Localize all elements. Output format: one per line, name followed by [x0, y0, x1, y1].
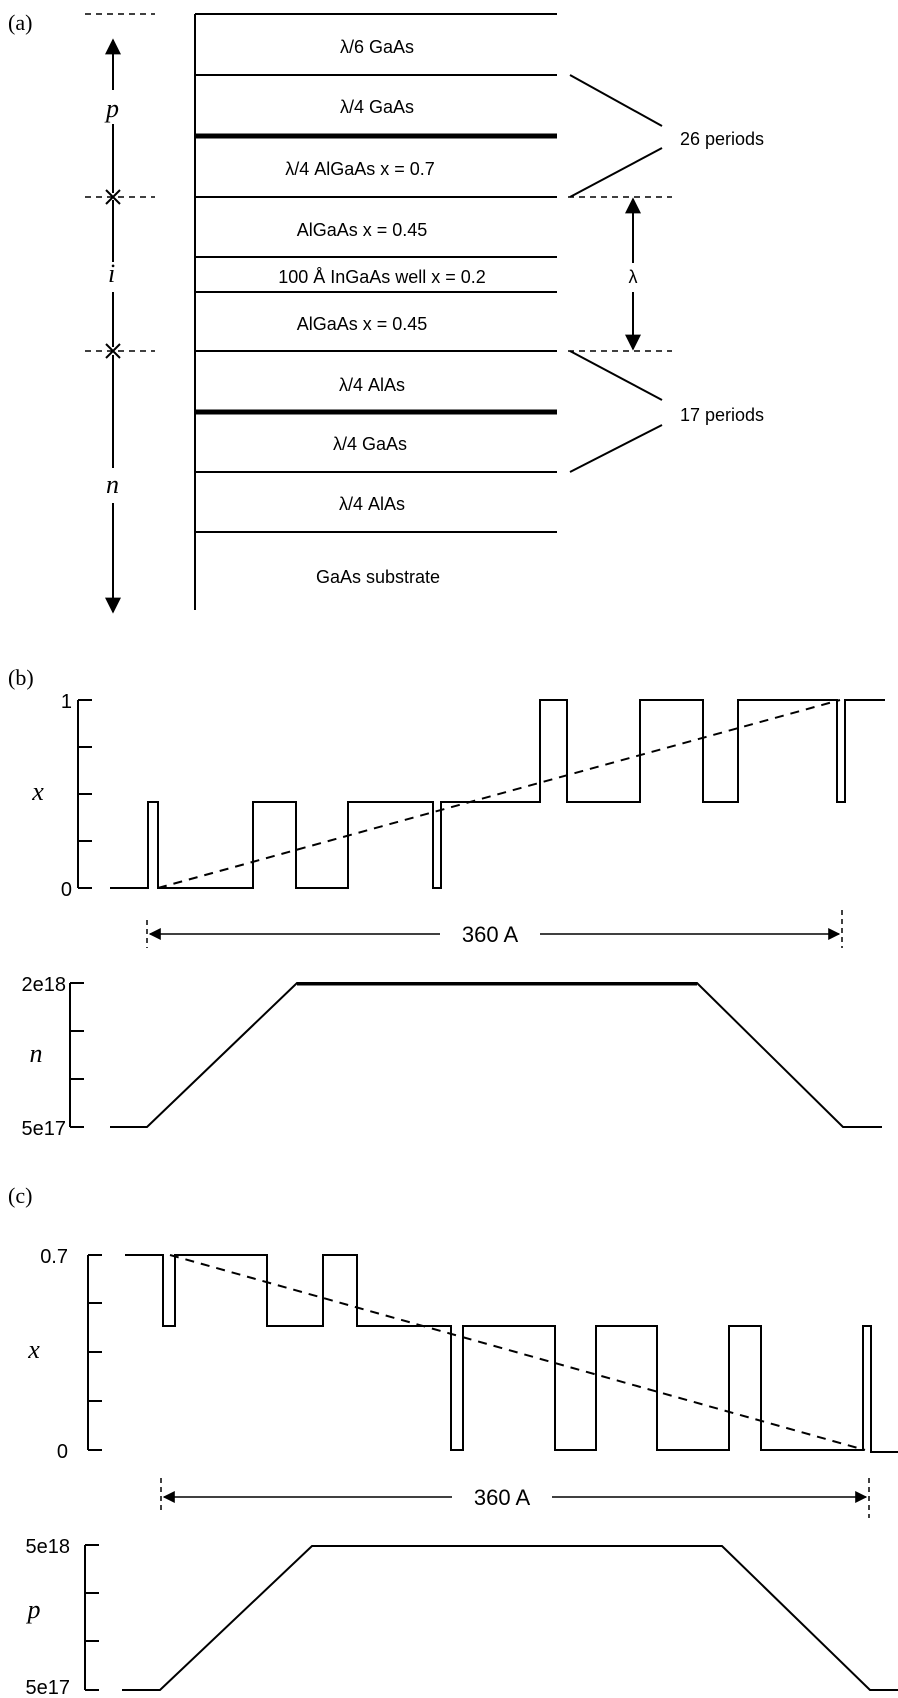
- panel-b-label: (b): [8, 665, 34, 690]
- x-tick-top-b: 1: [61, 691, 72, 713]
- layer-label: λ/4 AlAs: [339, 494, 405, 514]
- layer-label: GaAs substrate: [316, 567, 440, 587]
- x-tick-bottom-c: 0: [57, 1441, 68, 1463]
- p-tick-bottom: 5e17: [26, 1677, 71, 1698]
- panel-c: (c) 0.7 0 x 360 A: [8, 1183, 898, 1698]
- period-bracket-top: [569, 74, 663, 198]
- region-p-label: p: [104, 94, 119, 123]
- x-axis-label-b: x: [31, 777, 44, 806]
- layer-label: λ/4 AlGaAs x = 0.7: [285, 159, 435, 179]
- lambda-label: λ: [629, 267, 638, 287]
- region-n-label: n: [106, 470, 119, 499]
- periods-bottom-label: 17 periods: [680, 405, 764, 425]
- doping-profile-p: [122, 1545, 898, 1691]
- layer-label: λ/4 GaAs: [333, 434, 407, 454]
- dimension-360-label-c: 360 A: [474, 1485, 531, 1510]
- layer-label: AlGaAs x = 0.45: [297, 220, 428, 240]
- x-axis-label-c: x: [27, 1335, 40, 1364]
- n-tick-top: 2e18: [22, 974, 67, 996]
- lambda-dimension: [568, 196, 672, 352]
- layer-label: AlGaAs x = 0.45: [297, 314, 428, 334]
- layer-label: λ/4 GaAs: [340, 97, 414, 117]
- panel-c-label: (c): [8, 1183, 32, 1208]
- panel-b: (b) 1 0 x 360 A: [8, 665, 885, 1140]
- region-axis: [85, 13, 155, 614]
- composition-profile-b: [110, 699, 885, 889]
- p-axis-label: p: [26, 1595, 41, 1624]
- layer-label: λ/4 AlAs: [339, 375, 405, 395]
- dimension-360-c: [160, 1478, 870, 1518]
- region-i-label: i: [108, 259, 115, 288]
- composition-trend-b: [157, 699, 841, 889]
- period-bracket-bottom: [569, 350, 663, 473]
- n-tick-bottom: 5e17: [22, 1118, 67, 1140]
- layer-label: 100 Å InGaAs well x = 0.2: [278, 267, 486, 287]
- n-axis-label: n: [30, 1039, 43, 1068]
- p-tick-top: 5e18: [26, 1536, 71, 1558]
- x-axis-c: [87, 1254, 102, 1451]
- p-axis: [84, 1544, 99, 1691]
- doping-profile-n: [110, 982, 882, 1128]
- periods-top-label: 26 periods: [680, 129, 764, 149]
- composition-trend-c: [169, 1254, 866, 1451]
- dimension-360-b: [146, 910, 843, 948]
- dimension-360-label-b: 360 A: [462, 922, 519, 947]
- layer-label: λ/6 GaAs: [340, 37, 414, 57]
- panel-a: (a) p i n: [8, 10, 764, 614]
- panel-a-label: (a): [8, 10, 32, 35]
- composition-profile-c: [125, 1254, 898, 1453]
- x-tick-top-c: 0.7: [40, 1246, 68, 1268]
- layer-stack: [194, 13, 557, 610]
- x-axis-b: [77, 699, 92, 889]
- x-tick-bottom-b: 0: [61, 879, 72, 901]
- n-axis: [69, 982, 84, 1128]
